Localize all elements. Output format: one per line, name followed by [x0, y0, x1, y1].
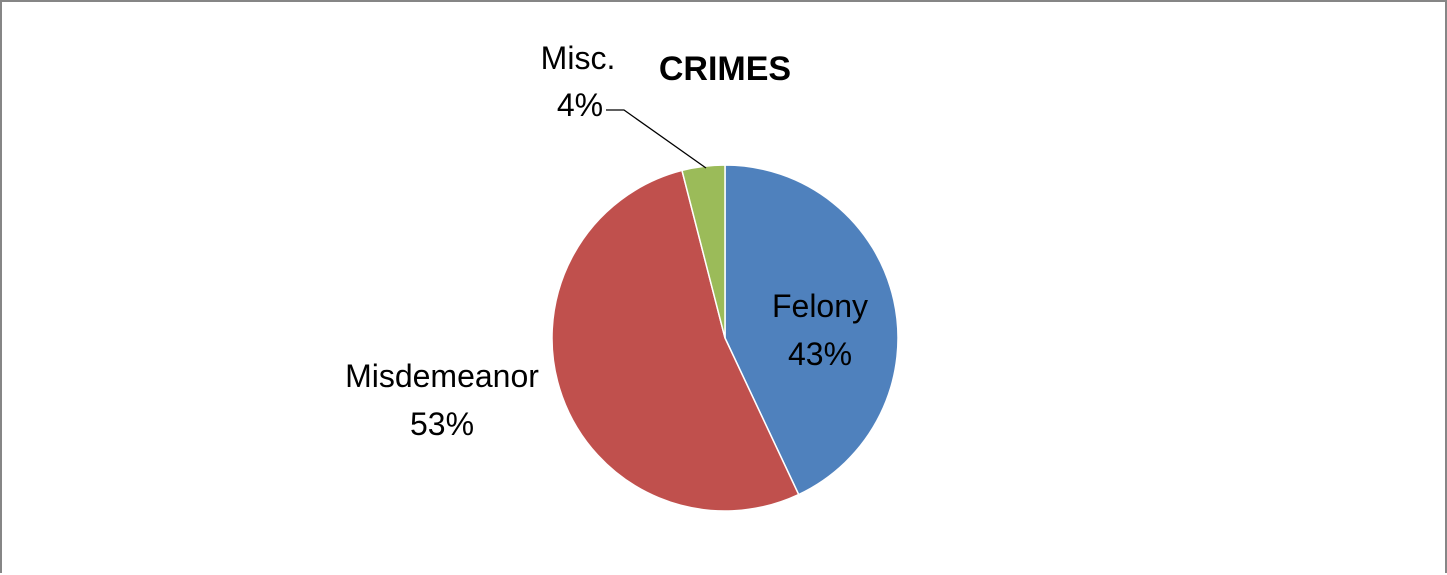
slice-label-misdemeanor-value: 53%	[410, 406, 474, 442]
misc-leader-line	[606, 109, 707, 169]
slice-label-misc-value: 4%	[557, 87, 603, 123]
pie-slice-misdemeanor	[551, 169, 800, 512]
slice-label-misdemeanor-name: Misdemeanor	[345, 358, 539, 394]
chart-title: CRIMES	[659, 50, 791, 88]
slice-label-felony-value: 43%	[788, 336, 852, 372]
slice-label-felony-name: Felony	[772, 288, 868, 324]
pie-slice-felony	[724, 164, 899, 496]
slice-label-misc-name: Misc.	[541, 40, 616, 76]
pie-slices	[551, 164, 899, 512]
